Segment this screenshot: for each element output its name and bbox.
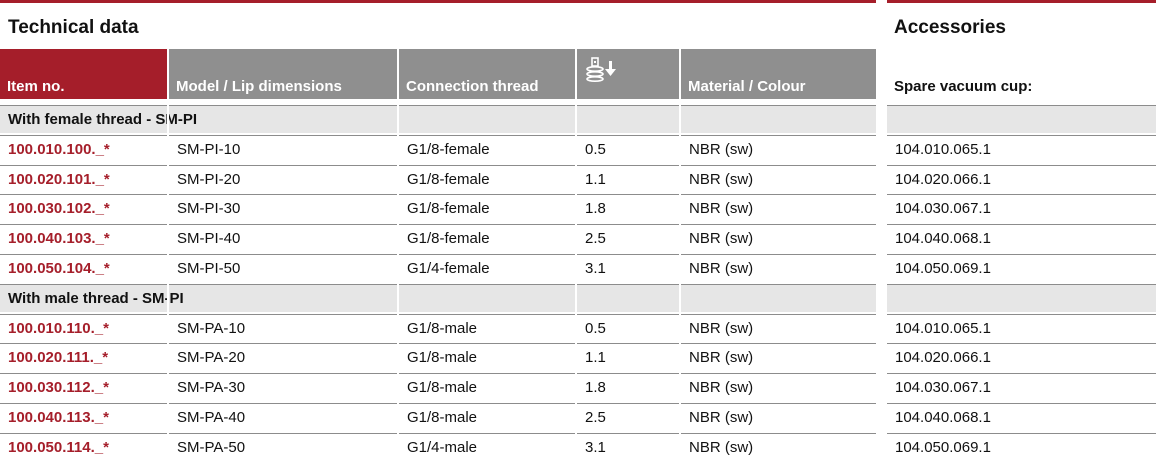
- cell-weight: 1.1: [577, 343, 679, 371]
- cell-thread: G1/8-male: [399, 403, 575, 431]
- cell-model: SM-PI-50: [169, 254, 397, 282]
- accessories-section-band: [887, 283, 1156, 312]
- column-gap: [876, 0, 887, 458]
- cell-model: SM-PI-20: [169, 164, 397, 193]
- cell-item: 100.030.102._*: [0, 194, 167, 222]
- section-heading: With female thread - SM-PI: [0, 105, 876, 133]
- cell-weight: 3.1: [577, 254, 679, 282]
- column-divider: [167, 49, 169, 458]
- cell-thread: G1/8-female: [399, 134, 575, 163]
- cell-thread: G1/8-male: [399, 373, 575, 401]
- cell-material: NBR (sw): [681, 134, 876, 163]
- cell-model: SM-PA-50: [169, 432, 397, 461]
- cell-item: 100.040.103._*: [0, 224, 167, 252]
- cell-model: SM-PA-20: [169, 343, 397, 371]
- cell-material: NBR (sw): [681, 254, 876, 282]
- cell-thread: G1/4-female: [399, 254, 575, 282]
- cell-thread: G1/4-male: [399, 432, 575, 461]
- cell-spare-cup: 104.010.065.1: [887, 313, 1156, 342]
- header-spare-vacuum-cup: Spare vacuum cup:: [887, 49, 1156, 99]
- cell-weight: 1.8: [577, 373, 679, 401]
- cell-item: 100.050.114._*: [0, 432, 167, 461]
- cell-weight: 3.1: [577, 432, 679, 461]
- cell-item: 100.030.112._*: [0, 373, 167, 401]
- cell-material: NBR (sw): [681, 224, 876, 252]
- cell-model: SM-PI-10: [169, 134, 397, 163]
- column-divider: [679, 49, 681, 458]
- cell-item: 100.010.100._*: [0, 134, 167, 163]
- cell-weight: 1.1: [577, 164, 679, 193]
- cell-item: 100.040.113._*: [0, 403, 167, 431]
- cell-material: NBR (sw): [681, 313, 876, 342]
- cell-thread: G1/8-female: [399, 194, 575, 222]
- cell-thread: G1/8-male: [399, 313, 575, 342]
- cell-weight: 2.5: [577, 224, 679, 252]
- header-model: Model / Lip dimensions: [169, 49, 397, 99]
- cell-spare-cup: 104.020.066.1: [887, 343, 1156, 371]
- cell-model: SM-PI-30: [169, 194, 397, 222]
- cell-item: 100.020.101._*: [0, 164, 167, 193]
- cell-model: SM-PI-40: [169, 224, 397, 252]
- cell-thread: G1/8-male: [399, 343, 575, 371]
- cell-model: SM-PA-10: [169, 313, 397, 342]
- cell-item: 100.010.110._*: [0, 313, 167, 342]
- cell-spare-cup: 104.010.065.1: [887, 134, 1156, 163]
- cell-material: NBR (sw): [681, 432, 876, 461]
- header-weight: [577, 49, 679, 99]
- cell-weight: 0.5: [577, 313, 679, 342]
- cell-material: NBR (sw): [681, 164, 876, 193]
- cell-spare-cup: 104.030.067.1: [887, 194, 1156, 222]
- cell-spare-cup: 104.030.067.1: [887, 373, 1156, 401]
- cell-spare-cup: 104.050.069.1: [887, 254, 1156, 282]
- cell-thread: G1/8-female: [399, 224, 575, 252]
- cell-weight: 1.8: [577, 194, 679, 222]
- accessories-section-band: [887, 105, 1156, 133]
- section-heading: With male thread - SM-PI: [0, 283, 876, 312]
- cell-spare-cup: 104.020.066.1: [887, 164, 1156, 193]
- cell-spare-cup: 104.040.068.1: [887, 403, 1156, 431]
- cell-material: NBR (sw): [681, 343, 876, 371]
- header-connection-thread: Connection thread: [399, 49, 575, 99]
- weight-icon: [586, 57, 616, 82]
- header-item-no: Item no.: [0, 49, 167, 99]
- column-divider: [397, 49, 399, 458]
- header-material: Material / Colour: [681, 49, 876, 99]
- cell-material: NBR (sw): [681, 194, 876, 222]
- cell-weight: 0.5: [577, 134, 679, 163]
- cell-spare-cup: 104.040.068.1: [887, 224, 1156, 252]
- cell-material: NBR (sw): [681, 373, 876, 401]
- cell-item: 100.050.104._*: [0, 254, 167, 282]
- cell-item: 100.020.111._*: [0, 343, 167, 371]
- cell-thread: G1/8-female: [399, 164, 575, 193]
- technical-data-title: Technical data: [8, 17, 139, 38]
- cell-spare-cup: 104.050.069.1: [887, 432, 1156, 461]
- accessories-title: Accessories: [894, 17, 1006, 38]
- top-rule-accessories: [887, 0, 1156, 3]
- top-rule-technical: [0, 0, 876, 3]
- cell-material: NBR (sw): [681, 403, 876, 431]
- cell-model: SM-PA-30: [169, 373, 397, 401]
- cell-model: SM-PA-40: [169, 403, 397, 431]
- column-divider: [575, 49, 577, 458]
- cell-weight: 2.5: [577, 403, 679, 431]
